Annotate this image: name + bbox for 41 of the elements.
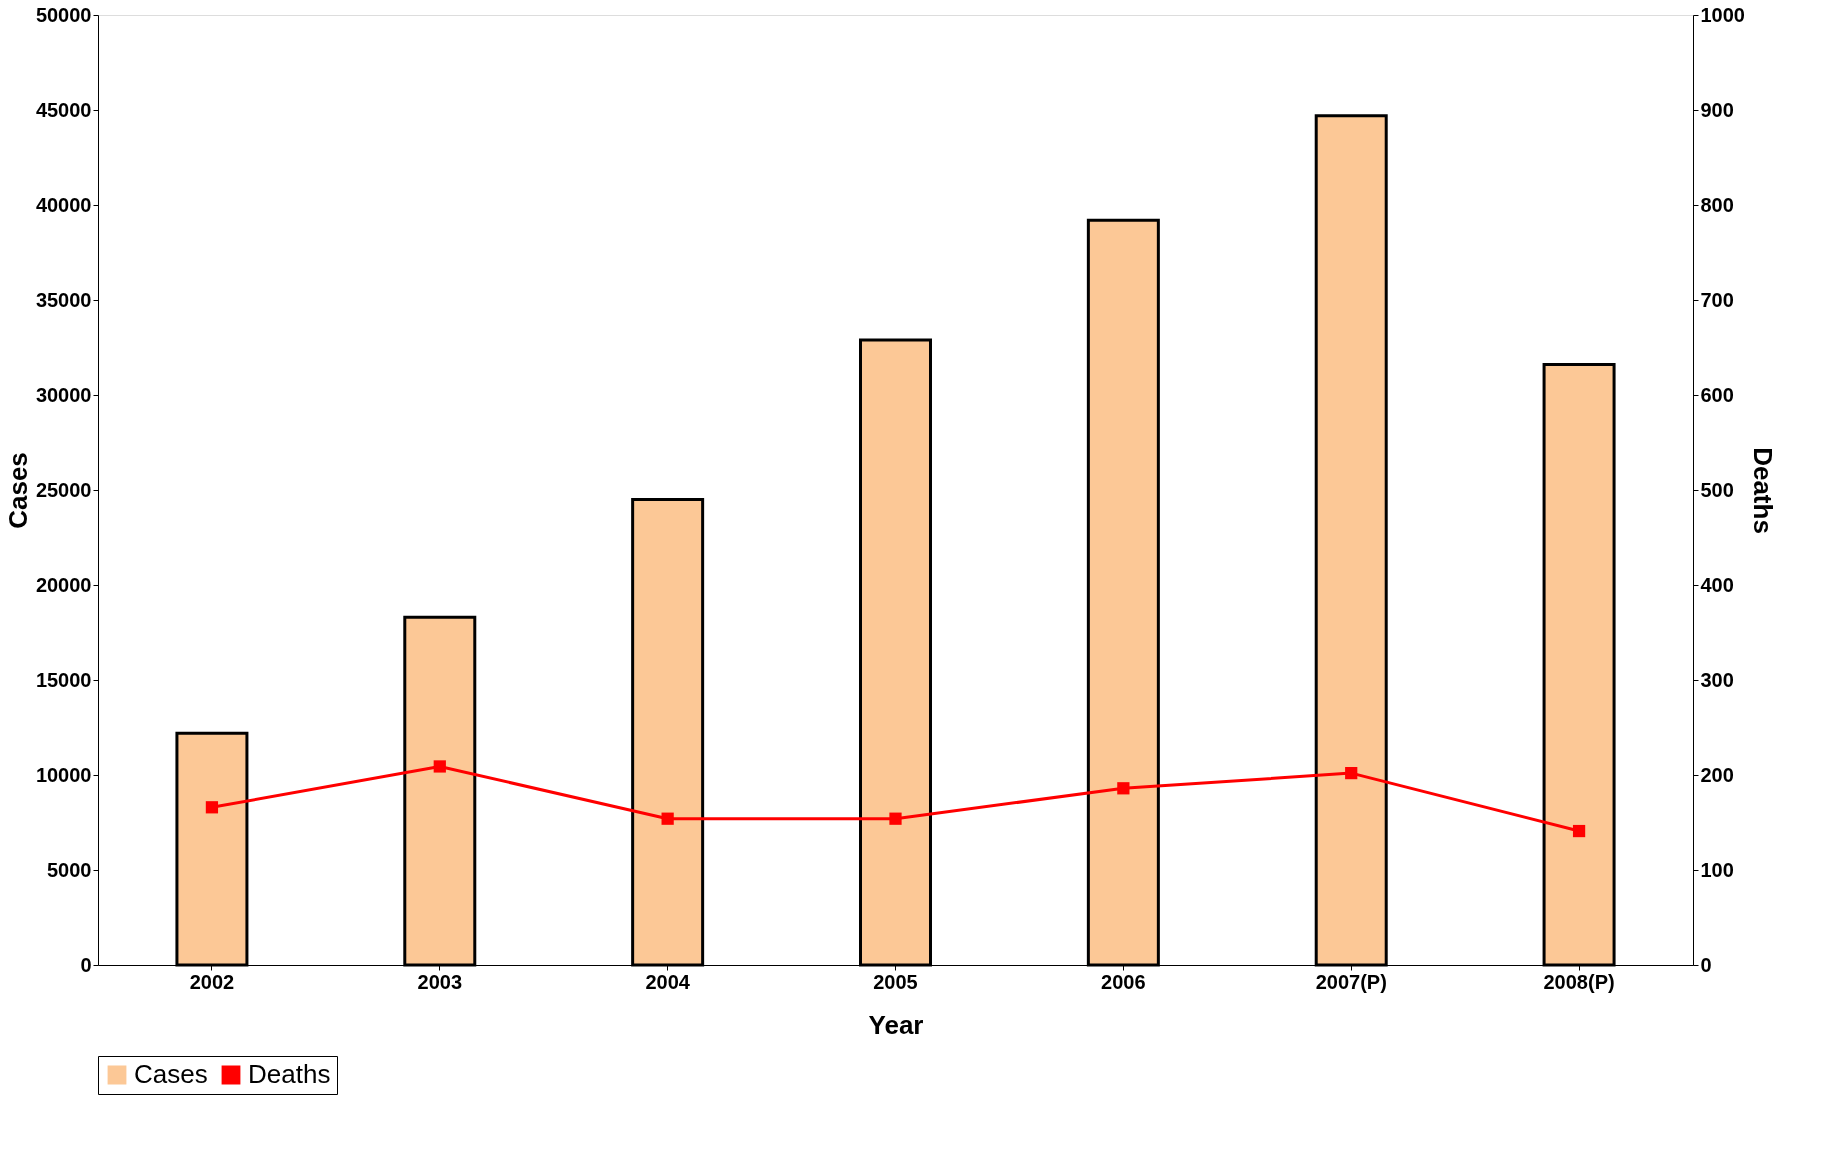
y-tick-label: 35000 [35,288,92,311]
y2-tick-label: 0 [1700,953,1712,976]
y-tick-label: 25000 [35,478,92,501]
x-tick-label: 2002 [189,970,235,993]
x-tick-label: 2007(P) [1315,970,1387,993]
x-tick-label: 2005 [873,970,918,993]
point [205,801,219,814]
y-tick-label: 5000 [47,858,92,881]
point [1117,782,1130,795]
y-tick-label: 50000 [35,3,92,26]
y-axis-title: Cases [2,452,33,529]
y2-tick-label: 900 [1700,98,1734,121]
y2-tick-label: 600 [1700,383,1734,406]
y2-tick-label: 100 [1700,858,1734,881]
point [1572,824,1586,838]
x-axis-title: Year [868,1009,924,1040]
y2-tick-label: 700 [1700,288,1734,311]
y2-tick-label: 400 [1700,573,1734,596]
x-tick-label: 2006 [1101,970,1146,993]
point [1345,766,1358,780]
y2-axis-title: Deaths [1747,447,1778,534]
x-tick-label: 2004 [645,970,691,993]
legend-label: Deaths [248,1059,331,1089]
y2-tick-label: 500 [1700,478,1734,501]
y-tick-label: 0 [80,953,92,976]
x-tick-label: 2008(P) [1543,970,1615,993]
y-tick-label: 40000 [35,193,92,216]
y-tick-label: 20000 [35,573,92,596]
x-tick-label: 2003 [417,970,463,993]
point [661,812,674,825]
y2-tick-label: 200 [1700,763,1734,786]
y2-tick-label: 1000 [1700,3,1745,26]
y-tick-label: 10000 [35,763,92,786]
y2-tick-label: 300 [1700,668,1734,691]
point [889,812,902,825]
point [433,760,446,773]
y-tick-label: 30000 [35,383,92,406]
y-tick-label: 45000 [35,98,92,121]
y-tick-label: 15000 [35,668,92,691]
legend-label: Cases [134,1059,208,1089]
y2-tick-label: 800 [1700,193,1734,216]
